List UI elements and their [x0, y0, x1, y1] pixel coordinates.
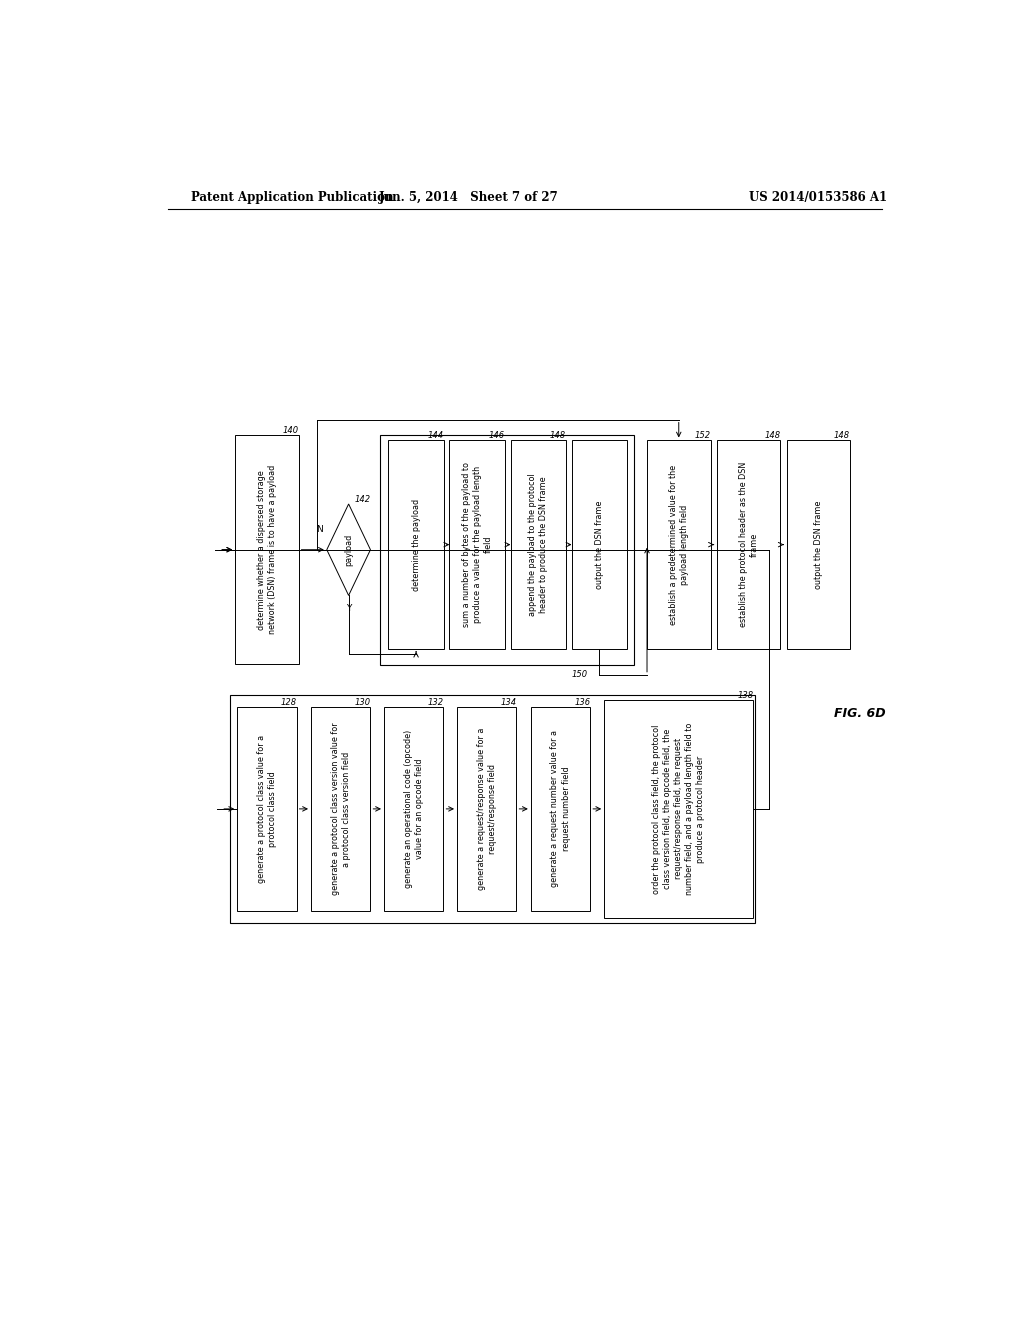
Text: 148: 148	[550, 432, 566, 441]
Text: append the payload to the protocol
header to produce the DSN frame: append the payload to the protocol heade…	[528, 474, 548, 616]
Text: Patent Application Publication: Patent Application Publication	[191, 190, 394, 203]
Text: N: N	[316, 525, 323, 533]
Text: determine the payload: determine the payload	[412, 499, 421, 590]
Text: 128: 128	[281, 698, 297, 708]
FancyBboxPatch shape	[717, 441, 780, 649]
Text: 136: 136	[574, 698, 590, 708]
Text: 148: 148	[835, 432, 850, 441]
Text: generate an operational code (opcode)
value for an opcode field: generate an operational code (opcode) va…	[403, 730, 424, 888]
Text: establish the protocol header as the DSN
frame: establish the protocol header as the DSN…	[738, 462, 759, 627]
Text: US 2014/0153586 A1: US 2014/0153586 A1	[750, 190, 888, 203]
FancyBboxPatch shape	[457, 708, 516, 911]
Text: determine whether a dispersed storage
network (DSN) frame is to have a payload: determine whether a dispersed storage ne…	[257, 465, 276, 635]
Text: generate a protocol class value for a
protocol class field: generate a protocol class value for a pr…	[257, 735, 276, 883]
Text: FIG. 6D: FIG. 6D	[835, 708, 886, 721]
FancyBboxPatch shape	[786, 441, 850, 649]
Text: generate a request number value for a
request number field: generate a request number value for a re…	[551, 730, 570, 887]
FancyBboxPatch shape	[236, 436, 299, 664]
Text: output the DSN frame: output the DSN frame	[595, 500, 604, 589]
Text: 132: 132	[427, 698, 443, 708]
Text: 134: 134	[501, 698, 516, 708]
FancyBboxPatch shape	[571, 441, 627, 649]
FancyBboxPatch shape	[388, 441, 443, 649]
Text: order the protocol class field, the protocol
class version field, the opcode fie: order the protocol class field, the prot…	[652, 723, 706, 895]
Text: 140: 140	[283, 426, 299, 436]
Text: 144: 144	[428, 432, 443, 441]
Text: 152: 152	[694, 432, 711, 441]
Text: 130: 130	[354, 698, 371, 708]
FancyBboxPatch shape	[311, 708, 371, 911]
Text: generate a request/response value for a
request/response field: generate a request/response value for a …	[476, 727, 497, 890]
FancyBboxPatch shape	[647, 441, 711, 649]
Text: 146: 146	[488, 432, 505, 441]
Text: 142: 142	[354, 495, 371, 504]
FancyBboxPatch shape	[384, 708, 443, 911]
FancyBboxPatch shape	[604, 700, 754, 919]
Text: sum a number of bytes of the payload to
produce a value for the payload length
f: sum a number of bytes of the payload to …	[462, 462, 493, 627]
FancyBboxPatch shape	[530, 708, 590, 911]
FancyBboxPatch shape	[511, 441, 566, 649]
FancyBboxPatch shape	[450, 441, 505, 649]
Polygon shape	[327, 504, 371, 595]
Text: Jun. 5, 2014   Sheet 7 of 27: Jun. 5, 2014 Sheet 7 of 27	[379, 190, 559, 203]
Text: Y: Y	[346, 603, 351, 612]
Text: establish a predetermined value for the
payload length field: establish a predetermined value for the …	[669, 465, 689, 624]
Text: payload: payload	[344, 533, 353, 566]
Text: generate a protocol class version value for
a protocol class version field: generate a protocol class version value …	[331, 722, 351, 895]
Text: 148: 148	[764, 432, 780, 441]
Text: 150: 150	[571, 669, 588, 678]
Text: output the DSN frame: output the DSN frame	[814, 500, 823, 589]
FancyBboxPatch shape	[238, 708, 297, 911]
Text: 138: 138	[737, 690, 754, 700]
